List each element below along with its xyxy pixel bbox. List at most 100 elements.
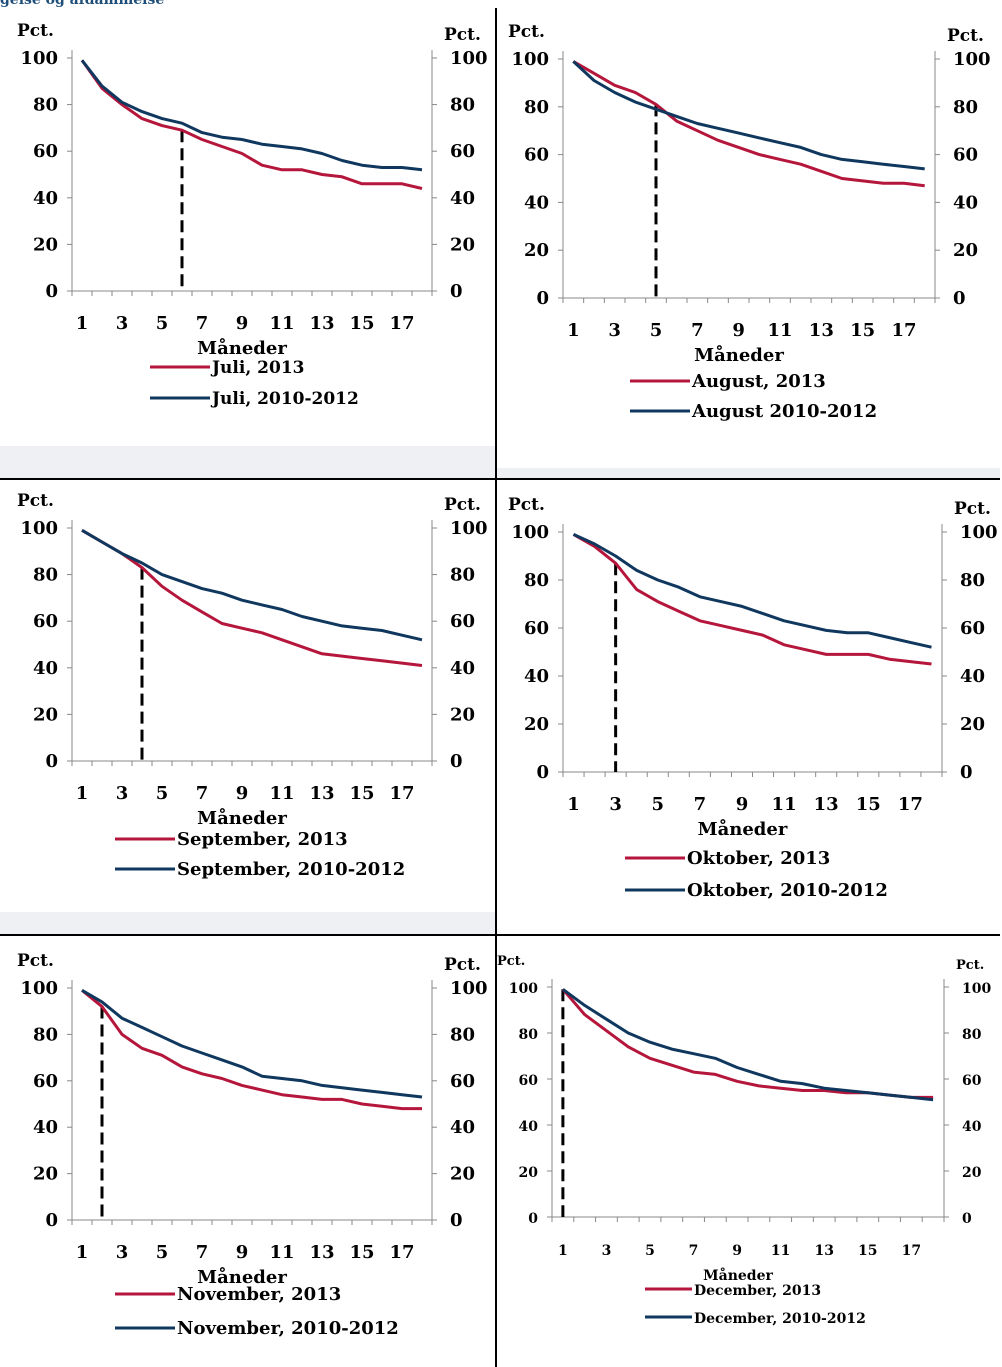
y-tick-label-left: 40 — [33, 1117, 58, 1138]
right-unit-label: Pct. — [954, 499, 991, 519]
y-tick-label-right: 40 — [953, 192, 978, 213]
x-axis-title: Måneder — [197, 1265, 287, 1288]
x-tick-label: 5 — [645, 1243, 655, 1259]
legend-label: December, 2010-2012 — [694, 1311, 866, 1327]
left-unit-label: Pct. — [497, 954, 525, 969]
y-tick-label-left: 80 — [33, 95, 58, 116]
legend-label: Oktober, 2010-2012 — [687, 880, 888, 901]
x-tick-label: 11 — [767, 320, 792, 341]
y-tick-label-left: 20 — [33, 704, 58, 725]
y-tick-label-right: 80 — [953, 97, 978, 118]
x-tick-label: 9 — [236, 313, 249, 334]
y-tick-label-right: 100 — [450, 978, 488, 999]
series-line-average — [81, 989, 423, 1099]
legend-label: November, 2010-2012 — [177, 1318, 399, 1339]
x-tick-label: 3 — [609, 794, 622, 815]
series-line-average — [81, 529, 423, 642]
y-tick-label-right: 0 — [960, 762, 973, 783]
y-tick-label-left: 80 — [519, 1027, 539, 1043]
x-tick-label: 9 — [236, 1242, 249, 1263]
y-tick-label-right: 0 — [962, 1211, 972, 1227]
legend-label: November, 2013 — [177, 1284, 341, 1305]
series-line-average — [80, 59, 423, 172]
y-tick-label-left: 80 — [33, 565, 58, 586]
x-tick-label: 1 — [76, 783, 89, 804]
x-tick-label: 5 — [650, 320, 663, 341]
x-tick-label: 3 — [116, 1242, 129, 1263]
left-unit-label: Pct. — [17, 951, 54, 971]
right-unit-label: Pct. — [947, 26, 984, 46]
y-tick-label-right: 60 — [960, 618, 985, 639]
y-tick-label-right: 60 — [450, 1071, 475, 1092]
x-tick-label: 7 — [196, 1242, 209, 1263]
x-tick-label: 5 — [156, 1242, 169, 1263]
chart-panel-oktober: 0 0 20 20 40 40 60 60 80 80 100 100 1 3 5 7 9 11 13 15 17 Pct… — [497, 480, 1000, 934]
y-tick-label-left: 0 — [536, 288, 549, 309]
y-tick-label-left: 0 — [536, 762, 549, 783]
x-tick-label: 7 — [691, 320, 704, 341]
y-tick-label-left: 100 — [20, 48, 58, 69]
y-tick-label-right: 40 — [960, 666, 985, 687]
right-unit-label: Pct. — [444, 495, 481, 515]
y-tick-label-right: 0 — [450, 281, 463, 302]
y-tick-label-right: 60 — [953, 145, 978, 166]
y-tick-label-left: 0 — [45, 281, 58, 302]
y-tick-label-right: 40 — [450, 658, 475, 679]
x-tick-label: 13 — [309, 783, 334, 804]
x-tick-label: 3 — [116, 783, 129, 804]
left-unit-label: Pct. — [508, 22, 545, 42]
chart-panel-december: 0 0 20 20 40 40 60 60 80 80 100 100 1 3 5 7 9 11 13 15 17 Pct… — [497, 936, 1000, 1367]
series-line-current — [80, 59, 423, 190]
y-tick-label-right: 80 — [450, 565, 475, 586]
series-line-current — [81, 529, 423, 667]
y-tick-label-right: 40 — [450, 188, 475, 209]
legend-label: Juli, 2010-2012 — [210, 389, 359, 409]
y-tick-label-right: 80 — [960, 570, 985, 591]
x-tick-label: 3 — [602, 1243, 612, 1259]
y-tick-label-left: 40 — [33, 188, 58, 209]
x-tick-label: 5 — [156, 783, 169, 804]
x-tick-label: 9 — [736, 794, 749, 815]
y-tick-label-left: 60 — [33, 1071, 58, 1092]
y-tick-label-right: 100 — [450, 518, 488, 539]
y-tick-label-left: 100 — [511, 49, 549, 70]
x-tick-label: 1 — [76, 313, 89, 334]
legend-label: August 2010-2012 — [691, 401, 877, 422]
chart-panel-november: 0 0 20 20 40 40 60 60 80 80 100 100 1 3 5 7 9 11 13 15 17 Pct… — [0, 936, 495, 1367]
y-tick-label-left: 40 — [524, 192, 549, 213]
series-line-average — [572, 533, 932, 649]
x-tick-label: 7 — [196, 783, 209, 804]
x-tick-label: 17 — [389, 1242, 414, 1263]
left-unit-label: Pct. — [17, 491, 54, 511]
y-tick-label-right: 20 — [953, 240, 978, 261]
y-tick-label-left: 60 — [524, 145, 549, 166]
series-line-current — [572, 60, 925, 188]
y-tick-label-right: 60 — [450, 611, 475, 632]
panel-divider-vertical — [495, 8, 497, 1367]
x-tick-label: 5 — [651, 794, 664, 815]
legend-label: December, 2013 — [694, 1283, 821, 1299]
x-tick-label: 11 — [771, 1243, 790, 1259]
series-line-average — [562, 988, 934, 1102]
left-unit-label: Pct. — [17, 21, 54, 41]
y-tick-label-left: 20 — [524, 714, 549, 735]
x-tick-label: 7 — [694, 794, 707, 815]
y-tick-label-right: 100 — [450, 48, 488, 69]
x-tick-label: 17 — [902, 1243, 921, 1259]
left-unit-label: Pct. — [508, 495, 545, 515]
y-tick-label-right: 100 — [960, 522, 998, 543]
y-tick-label-left: 100 — [511, 522, 549, 543]
y-tick-label-left: 60 — [33, 141, 58, 162]
y-tick-label-left: 0 — [528, 1211, 538, 1227]
y-tick-label-right: 80 — [450, 1024, 475, 1045]
y-tick-label-left: 80 — [33, 1024, 58, 1045]
y-tick-label-right: 100 — [953, 49, 991, 70]
y-tick-label-left: 20 — [524, 240, 549, 261]
right-unit-label: Pct. — [956, 958, 984, 973]
x-tick-label: 3 — [116, 313, 129, 334]
y-tick-label-left: 60 — [519, 1073, 539, 1089]
right-unit-label: Pct. — [444, 955, 481, 975]
